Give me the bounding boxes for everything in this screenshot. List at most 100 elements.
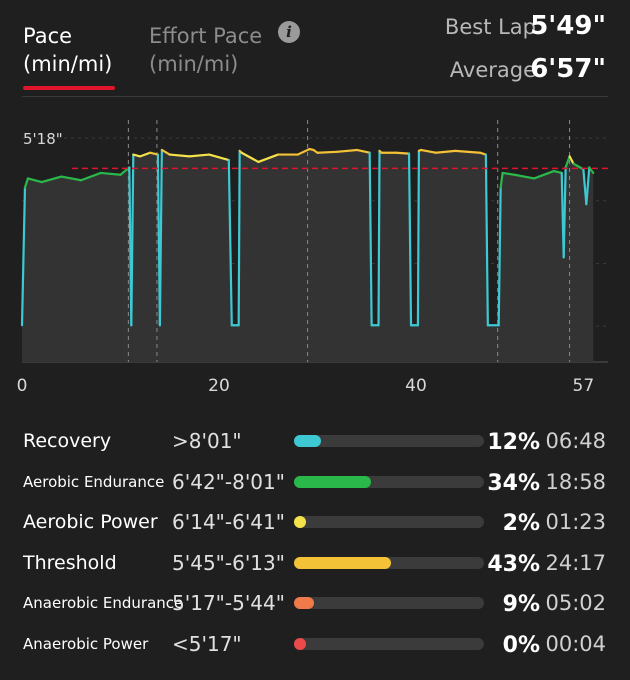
zone-progress-track <box>294 435 484 447</box>
zone-range: 5'17"-5'44" <box>172 591 285 615</box>
zone-row: Anaerobic Endurance 5'17"-5'44" 9% 05:02 <box>0 583 630 623</box>
pace-line-segment <box>168 153 191 158</box>
zone-percent: 2% <box>502 511 540 536</box>
pace-area-fill <box>22 149 594 362</box>
pace-line-segment <box>585 166 591 206</box>
pace-line-segment <box>454 149 482 154</box>
zone-percent: 34% <box>487 470 540 496</box>
zone-range: <5'17" <box>172 631 242 656</box>
pace-line-segment <box>60 175 83 182</box>
zone-progress-fill <box>294 556 392 569</box>
zone-time: 01:23 <box>545 510 606 534</box>
best-lap-label: Best Lap <box>444 15 536 39</box>
x-tick-label: 40 <box>405 376 427 396</box>
zone-name: Aerobic Endurance <box>23 472 165 491</box>
pace-line-segment <box>336 148 358 153</box>
pace-line-segment <box>237 149 241 327</box>
zone-time: 05:02 <box>545 591 606 615</box>
tab-effort-pace[interactable]: Effort Pace (min/mi) <box>149 22 262 78</box>
pace-line-segment <box>20 186 27 327</box>
pace-line-segment <box>368 151 373 327</box>
zone-name: Anaerobic Endurance <box>23 594 184 612</box>
active-tab-indicator <box>23 86 115 90</box>
zone-progress-track <box>294 637 484 650</box>
zone-name: Recovery <box>23 430 112 452</box>
pace-line-segment <box>407 152 413 327</box>
zone-time: 06:48 <box>545 429 606 453</box>
pace-line-segment <box>588 166 595 175</box>
pace-line-segment <box>568 155 575 165</box>
zone-progress-fill <box>294 637 306 650</box>
zone-percent: 43% <box>487 551 540 577</box>
zone-time: 00:04 <box>545 631 606 656</box>
pace-line-segment <box>355 148 371 154</box>
zone-row: Threshold 5'45"-6'13" 43% 24:17 <box>0 543 630 583</box>
pace-line-segment <box>130 153 135 327</box>
pace-line-segment <box>132 153 142 158</box>
pace-line-segment <box>562 166 567 259</box>
zone-progress-fill <box>294 516 306 528</box>
x-tick-label: 20 <box>208 376 230 396</box>
tab-pace[interactable]: Pace (min/mi) <box>23 22 112 78</box>
pace-line-segment <box>434 149 457 154</box>
pace-line-segment <box>533 169 555 180</box>
pace-line-segment <box>240 151 260 164</box>
pace-line-segment <box>552 169 563 175</box>
pace-line-segment <box>296 147 311 156</box>
pace-line-segment <box>395 151 411 155</box>
zone-range: 5'45"-6'13" <box>172 550 285 575</box>
zone-progress-fill <box>294 597 315 609</box>
zone-progress-fill <box>294 435 322 447</box>
tab-effort-pace-title: Effort Pace <box>149 24 263 48</box>
pace-line-segment <box>208 153 230 162</box>
pace-line-segment <box>257 153 280 164</box>
zone-row: Aerobic Endurance 6'42"-8'01" 34% 18:58 <box>0 462 630 502</box>
tab-effort-pace-unit: (min/mi) <box>149 52 239 76</box>
x-tick-label: 57 <box>573 376 595 396</box>
pace-line-segment <box>499 171 504 189</box>
pace-line-segment <box>572 162 585 171</box>
zone-row: Aerobic Power 6'14"-6'41" 2% 01:23 <box>0 502 630 542</box>
info-icon[interactable]: i <box>278 21 300 43</box>
pace-line-segment <box>148 151 160 156</box>
pace-line-segment <box>26 177 43 184</box>
average-value: 6'57" <box>530 54 606 84</box>
pace-line-segment <box>188 153 211 158</box>
zone-percent: 9% <box>502 592 540 617</box>
zone-progress-track <box>294 516 484 528</box>
tab-pace-unit: (min/mi) <box>23 52 113 76</box>
zone-range: >8'01" <box>172 429 242 453</box>
pace-line-segment <box>23 177 30 189</box>
zone-progress-track <box>294 556 484 569</box>
pace-line-segment <box>377 149 381 327</box>
pace-line-segment <box>139 151 152 158</box>
zone-time: 18:58 <box>545 469 606 494</box>
zone-range: 6'42"-8'01" <box>172 469 285 494</box>
pace-line-segment <box>497 186 502 327</box>
zone-time: 24:17 <box>545 550 606 575</box>
zone-percent: 12% <box>487 430 540 455</box>
pace-line-segment <box>99 171 122 176</box>
pace-line-segment <box>501 171 516 176</box>
zone-row: Recovery >8'01" 12% 06:48 <box>0 421 630 461</box>
zone-name: Threshold <box>23 551 117 574</box>
zone-progress-fill <box>294 475 371 488</box>
zone-name: Aerobic Power <box>23 511 158 533</box>
tab-pace-title: Pace <box>23 24 73 48</box>
pace-line-segment <box>564 155 571 169</box>
pace-line-segment <box>513 173 536 180</box>
pace-line-segment <box>484 153 489 327</box>
pace-line-segment <box>40 175 63 184</box>
best-lap-value: 5'49" <box>530 11 606 41</box>
pace-line-segment <box>160 148 171 156</box>
zone-percent: 0% <box>502 632 540 658</box>
pace-line-segment <box>158 148 163 327</box>
zone-row: Anaerobic Power <5'17" 0% 00:04 <box>0 624 630 664</box>
zone-progress-track <box>294 597 484 609</box>
pace-line-segment <box>227 158 233 327</box>
zone-range: 6'14"-6'41" <box>172 510 285 534</box>
x-tick-label: 0 <box>17 376 28 396</box>
pace-line-segment <box>79 171 102 182</box>
average-label: Average <box>449 58 536 82</box>
